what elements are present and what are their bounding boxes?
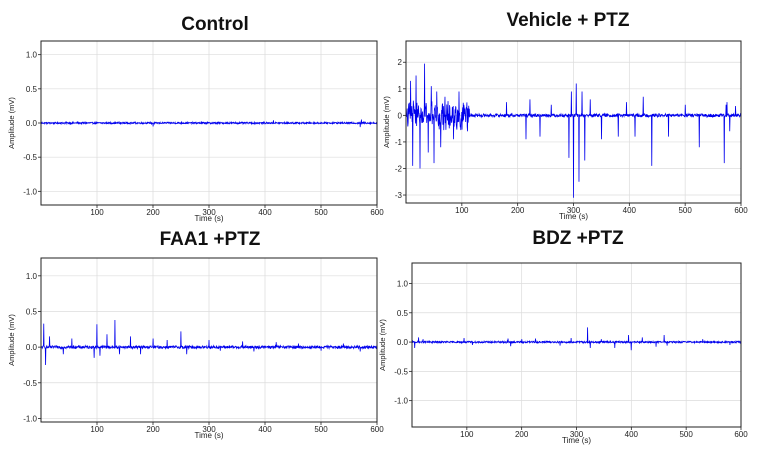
signal-trace <box>411 327 742 351</box>
x-tick-label: 300 <box>202 208 216 217</box>
panel-title-bdz-ptz: BDZ +PTZ <box>532 228 624 249</box>
y-axis-label: Amplitude (mV) <box>7 97 16 149</box>
y-tick-label: -1.0 <box>23 187 37 196</box>
y-tick-label: -1.0 <box>23 414 37 423</box>
panel-1: 100 200 300 400 500 600 -3 -2 -1 0 1 2 Time (s) Ampli… <box>382 40 748 221</box>
x-tick-label: 500 <box>314 208 328 217</box>
y-tick-label: 0.5 <box>397 309 409 318</box>
y-tick-label: 0.0 <box>397 338 409 347</box>
y-tick-label: -0.5 <box>23 153 37 162</box>
y-tick-label: 1.0 <box>26 51 38 60</box>
panel-title-faa1-ptz: FAA1 +PTZ <box>159 229 261 250</box>
x-tick-label: 100 <box>90 425 104 434</box>
signal-trace <box>40 119 378 128</box>
y-axis-label: Amplitude (mV) <box>378 319 387 371</box>
x-axis-label: Time (s) <box>562 436 591 445</box>
y-axis-label: Amplitude (mV) <box>382 96 391 148</box>
x-axis-label: Time (s) <box>559 212 588 221</box>
panel-3: 100 200 300 400 500 600 -1.0 -0.5 0.0 0.5 1.0 Time … <box>378 262 748 445</box>
x-tick-label: 200 <box>146 208 160 217</box>
x-tick-label: 300 <box>202 425 216 434</box>
x-tick-label: 100 <box>460 430 474 439</box>
signal-trace <box>40 320 378 365</box>
x-tick-label: 500 <box>679 430 693 439</box>
y-axis-label: Amplitude (mV) <box>7 314 16 366</box>
y-tick-label: 0.0 <box>26 343 38 352</box>
x-tick-label: 400 <box>258 208 272 217</box>
y-tick-label: 1 <box>398 85 403 94</box>
panel-2: 100 200 300 400 500 600 -1.0 -0.5 0.0 0.5 1.0 Time … <box>7 257 384 440</box>
x-tick-label: 300 <box>567 206 581 215</box>
y-tick-label: -0.5 <box>394 367 408 376</box>
panel-title-control: Control <box>181 14 249 35</box>
x-tick-label: 600 <box>370 425 384 434</box>
y-tick-label: 0 <box>398 111 403 120</box>
x-tick-label: 400 <box>625 430 639 439</box>
x-tick-label: 500 <box>314 425 328 434</box>
x-tick-label: 100 <box>455 206 469 215</box>
panel-title-vehicle-ptz: Vehicle + PTZ <box>506 10 630 31</box>
x-tick-label: 500 <box>678 206 692 215</box>
panel-0: 100 200 300 400 500 600 -1.0 -0.5 0.0 0.5 1.0 Time … <box>7 40 384 223</box>
y-tick-label: -3 <box>395 191 403 200</box>
signal-trace <box>405 63 742 198</box>
x-tick-label: 400 <box>623 206 637 215</box>
x-tick-label: 400 <box>258 425 272 434</box>
y-tick-label: -1.0 <box>394 397 408 406</box>
x-axis-label: Time (s) <box>194 431 223 440</box>
x-tick-label: 600 <box>734 206 748 215</box>
y-tick-label: -2 <box>395 164 403 173</box>
x-tick-label: 200 <box>515 430 529 439</box>
x-tick-label: 100 <box>90 208 104 217</box>
x-tick-label: 200 <box>146 425 160 434</box>
y-tick-label: 2 <box>398 58 403 67</box>
y-tick-label: 1.0 <box>26 272 38 281</box>
y-tick-label: 0.5 <box>26 307 38 316</box>
x-tick-label: 300 <box>570 430 584 439</box>
x-tick-label: 600 <box>370 208 384 217</box>
y-tick-label: -1 <box>395 138 403 147</box>
x-tick-label: 200 <box>511 206 525 215</box>
y-tick-label: 0.5 <box>26 85 38 94</box>
y-tick-label: 0.0 <box>26 119 38 128</box>
x-tick-label: 600 <box>734 430 748 439</box>
x-axis-label: Time (s) <box>194 214 223 223</box>
y-tick-label: -0.5 <box>23 379 37 388</box>
y-tick-label: 1.0 <box>397 280 409 289</box>
